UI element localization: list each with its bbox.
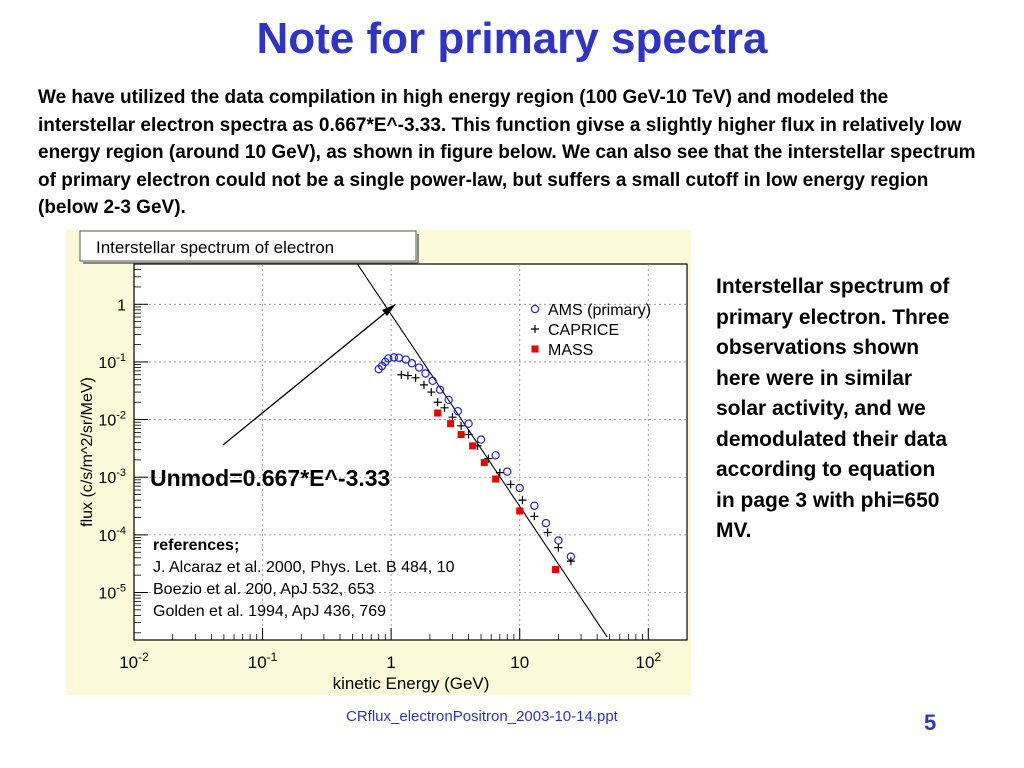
data-point-open-circle [453, 406, 463, 416]
data-point-open-circle [503, 467, 512, 476]
data-point-plus [554, 543, 563, 552]
y-tick-label: 10-1 [98, 352, 126, 372]
data-point-open-circle [384, 354, 393, 363]
data-points [374, 353, 576, 574]
y-tick-label: 1 [117, 297, 126, 314]
data-point-open-circle [389, 353, 399, 362]
data-point-plus [448, 413, 457, 422]
legend-marker [531, 345, 539, 353]
data-point-plus [530, 512, 539, 521]
slide-title: Note for primary spectra [256, 14, 768, 63]
data-point-plus [411, 373, 420, 382]
data-point-filled-square [492, 475, 500, 483]
data-point-filled-square [516, 507, 524, 515]
legend-marker [530, 304, 540, 314]
data-point-open-circle [530, 501, 539, 510]
y-axis-label: flux (c/s/m^2/sr/MeV) [79, 377, 96, 527]
data-point-plus [427, 388, 436, 397]
axis-ticks: 10-2 10-1 1 10 102 1 10-1 10-2 10-3 10-4 10-5 [98, 269, 661, 672]
data-point-plus [419, 380, 428, 389]
legend-label: CAPRICE [548, 322, 619, 339]
data-point-open-circle [401, 355, 410, 364]
model-power-law-line [357, 264, 608, 638]
footer-filename: CRflux_electronPositron_2003-10-14.ppt [346, 708, 618, 725]
data-point-plus [403, 371, 412, 380]
data-point-open-circle [476, 435, 486, 444]
model-curve [357, 264, 608, 638]
data-point-plus [433, 398, 442, 407]
x-tick-label: 10 [510, 653, 529, 672]
spectrum-chart: Interstellar spectrum of electron 10-2 10… [66, 230, 691, 695]
data-point-plus [484, 454, 493, 463]
plot-frame [133, 263, 688, 641]
data-point-open-circle [444, 395, 453, 405]
data-point-open-circle [428, 376, 437, 386]
legend-label: MASS [548, 342, 593, 359]
legend: AMS (primary) CAPRICE MASS [530, 302, 651, 359]
legend-marker [531, 325, 539, 333]
data-point-filled-square [434, 409, 442, 417]
data-point-open-circle [491, 451, 500, 460]
intro-paragraph: We have utilized the data compilation in… [38, 87, 976, 218]
x-axis-label: kinetic Energy (GeV) [333, 674, 490, 693]
annotation-arrowhead [382, 304, 396, 316]
data-point-plus [566, 557, 575, 566]
data-point-open-circle [515, 483, 524, 493]
data-point-open-circle [414, 363, 424, 372]
spectrum-figure: Interstellar spectrum of electron 10-2 10… [66, 230, 691, 695]
grid [134, 264, 687, 640]
y-tick-label: 10-4 [98, 525, 126, 545]
data-point-plus [397, 370, 406, 379]
annotation-arrow [222, 308, 391, 446]
y-tick-label: 10-5 [98, 583, 126, 603]
reference-item: Boezio et al. 200, ApJ 532, 653 [153, 581, 375, 598]
x-tick-label: 1 [386, 653, 395, 672]
data-point-open-circle [541, 518, 551, 528]
data-point-filled-square [469, 442, 477, 450]
title-box [79, 230, 417, 262]
model-label: Unmod=0.667*E^-3.33 [150, 465, 390, 491]
reference-item: J. Alcaraz et al. 2000, Phys. Let. B 484… [153, 559, 455, 576]
data-point-plus [543, 528, 552, 537]
y-tick-label: 10-2 [98, 410, 126, 430]
data-point-open-circle [435, 385, 445, 394]
data-point-filled-square [447, 420, 455, 428]
data-point-plus [518, 496, 527, 505]
reference-item: Golden et al. 1994, ApJ 436, 769 [153, 603, 386, 620]
page-number: 5 [924, 710, 937, 735]
data-point-filled-square [480, 459, 488, 467]
legend-label: AMS (primary) [548, 302, 651, 319]
side-note: Interstellar spectrum of primary electro… [716, 275, 950, 542]
data-point-open-circle [407, 359, 417, 368]
chart-title: Interstellar spectrum of electron [96, 238, 334, 257]
data-point-filled-square [457, 431, 465, 439]
data-point-open-circle [421, 369, 430, 378]
data-point-plus [506, 480, 515, 489]
data-point-plus [495, 468, 504, 477]
data-point-open-circle [464, 419, 473, 428]
data-point-plus [457, 421, 466, 430]
x-tick-label: 10-2 [119, 650, 149, 672]
data-point-filled-square [552, 566, 560, 574]
y-tick-label: 10-3 [98, 467, 126, 487]
data-point-plus [464, 430, 473, 439]
x-tick-label: 10-1 [248, 650, 278, 672]
reference-heading: references; [153, 537, 239, 554]
x-tick-label: 102 [635, 650, 661, 672]
data-point-plus [440, 403, 449, 412]
